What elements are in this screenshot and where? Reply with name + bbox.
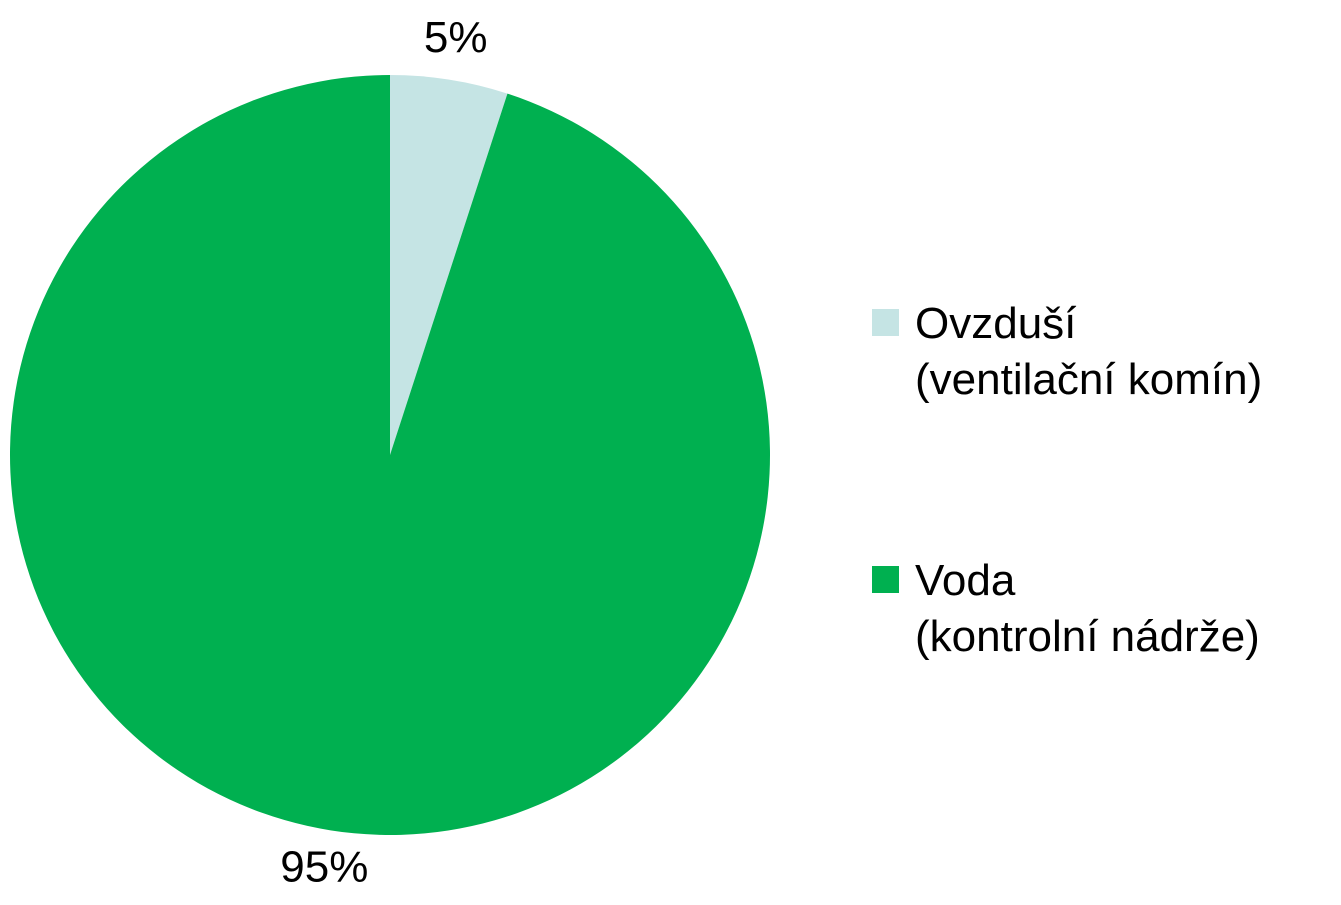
data-label: 95%	[280, 842, 368, 891]
pie-slice	[390, 75, 508, 455]
data-label: 5%	[424, 13, 488, 62]
legend-swatch	[872, 309, 899, 336]
legend-label: Voda (kontrolní nádrže)	[915, 556, 1260, 661]
pie-slice	[10, 75, 771, 836]
legend-item: Ovzduší (ventilační komín)	[872, 296, 1262, 408]
chart: 5% 95%	[10, 13, 771, 891]
legend-swatch	[872, 566, 899, 593]
legend-label: Ovzduší (ventilační komín)	[915, 299, 1263, 404]
legend-item: Voda (kontrolní nádrže)	[872, 553, 1260, 665]
